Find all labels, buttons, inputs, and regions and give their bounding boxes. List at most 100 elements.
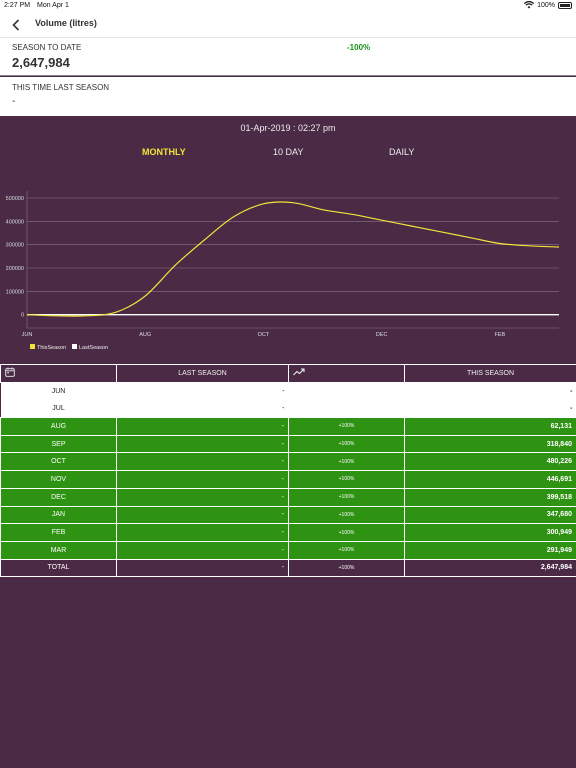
legend-label-this-season: ThisSeason <box>37 345 66 351</box>
last-season-value: - <box>12 96 16 107</box>
y-tick-label: 200000 <box>6 266 24 272</box>
x-tick-label: DEC <box>376 332 388 338</box>
this-season-cell: 62,131 <box>404 417 576 436</box>
this-season-cell: - <box>404 399 576 418</box>
this-season-header: THIS SEASON <box>404 364 576 383</box>
wifi-icon <box>524 1 535 9</box>
percent-change-cell <box>288 382 405 400</box>
last-season-label: THIS TIME LAST SEASON <box>12 83 110 92</box>
table-row: SEP - +100% 318,840 <box>0 434 576 454</box>
this-season-cell: 399,518 <box>404 487 576 507</box>
table-row: NOV - +100% 446,691 <box>0 470 576 489</box>
season-to-date-label: SEASON TO DATE <box>12 43 82 52</box>
table-row: FEB - +100% 300,949 <box>0 523 576 542</box>
this-season-cell: 2,647,984 <box>404 558 576 578</box>
nav-bar: Volume (litres) <box>0 12 576 38</box>
monthly-table: LAST SEASON THIS SEASON JUN - - JUL - - AUG - +1… <box>0 364 576 578</box>
table-row: DEC - +100% 399,518 <box>0 487 576 507</box>
page-title: Volume (litres) <box>35 18 97 28</box>
y-tick-label: 300000 <box>6 243 24 249</box>
table-row: MAR - +100% 291,949 <box>0 540 576 560</box>
last-season-cell: - <box>116 382 289 400</box>
month-cell: JUL <box>0 399 117 418</box>
season-change-percent: -100% <box>347 43 371 52</box>
tab-monthly[interactable]: MONTHLY <box>142 147 186 157</box>
y-tick-label: 500000 <box>6 196 24 202</box>
x-tick-label: AUG <box>139 332 151 338</box>
status-bar: 2:27 PM Mon Apr 1 100% <box>0 0 576 12</box>
table-header: LAST SEASON THIS SEASON <box>0 364 576 383</box>
chart-datetime: 01-Apr-2019 : 02:27 pm <box>240 123 336 133</box>
last-season-cell: - <box>116 417 289 436</box>
y-tick-label: 0 <box>21 313 24 319</box>
month-cell: NOV <box>0 470 117 489</box>
this-season-cell: 291,949 <box>404 540 576 560</box>
tab-10-day[interactable]: 10 DAY <box>273 147 304 157</box>
last-season-cell: - <box>116 540 289 560</box>
this-season-cell: 300,949 <box>404 523 576 542</box>
percent-change-cell: +100% <box>288 558 405 578</box>
percent-change-cell: +100% <box>288 452 405 472</box>
last-season-cell: - <box>116 452 289 472</box>
month-cell: AUG <box>0 417 117 436</box>
this-season-cell: 446,691 <box>404 470 576 489</box>
y-tick-label: 400000 <box>6 219 24 225</box>
this-season-cell: 318,840 <box>404 434 576 454</box>
percent-change-cell: +100% <box>288 434 405 454</box>
x-tick-label: FEB <box>495 332 506 338</box>
percent-change-cell: +100% <box>288 417 405 436</box>
status-time: 2:27 PM <box>4 2 31 9</box>
battery-percent: 100% <box>537 1 555 9</box>
y-tick-label: 100000 <box>6 289 24 295</box>
month-cell: JAN <box>0 505 117 525</box>
back-button[interactable] <box>7 16 25 34</box>
x-tick-label: OCT <box>258 332 270 338</box>
month-cell: JUN <box>0 382 117 400</box>
status-date: Mon Apr 1 <box>37 2 69 9</box>
last-season-header: LAST SEASON <box>116 364 289 383</box>
percent-change-cell: +100% <box>288 505 405 525</box>
last-season-cell: - <box>116 505 289 525</box>
table-row: JUL - - <box>0 399 576 418</box>
series-line-thisseason <box>26 201 560 317</box>
table-row: AUG - +100% 62,131 <box>0 417 576 436</box>
calendar-icon <box>5 367 15 378</box>
x-tick-label: JUN <box>22 332 33 338</box>
tab-daily[interactable]: DAILY <box>389 147 415 157</box>
last-season-panel: THIS TIME LAST SEASON - <box>0 77 576 116</box>
legend-swatch-this-season <box>30 344 35 349</box>
month-cell: FEB <box>0 523 117 542</box>
volume-line-chart: 0 100000 200000 300000 400000 500000 JUN AUG OC… <box>6 191 560 351</box>
month-cell: OCT <box>0 452 117 472</box>
last-season-cell: - <box>116 434 289 454</box>
season-to-date-value: 2,647,984 <box>12 55 70 70</box>
percent-change-cell <box>288 399 405 418</box>
last-season-cell: - <box>116 487 289 507</box>
last-season-cell: - <box>116 523 289 542</box>
last-season-cell: - <box>116 558 289 578</box>
table-row: JUN - - <box>0 382 576 400</box>
month-cell: TOTAL <box>0 558 117 578</box>
this-season-cell: 347,680 <box>404 505 576 525</box>
table-row: OCT - +100% 480,226 <box>0 452 576 472</box>
trend-icon <box>293 368 305 376</box>
calendar-header-cell <box>0 364 117 383</box>
chevron-left-icon <box>12 19 20 31</box>
this-season-cell: - <box>404 382 576 400</box>
battery-icon <box>558 1 572 9</box>
last-season-cell: - <box>116 470 289 489</box>
percent-change-cell: +100% <box>288 470 405 489</box>
last-season-cell: - <box>116 399 289 418</box>
table-row: JAN - +100% 347,680 <box>0 505 576 525</box>
legend-label-last-season: LastSeason <box>79 345 108 351</box>
season-to-date-panel: SEASON TO DATE 2,647,984 -100% <box>0 38 576 76</box>
month-cell: SEP <box>0 434 117 454</box>
table-row: TOTAL - +100% 2,647,984 <box>0 558 576 578</box>
percent-change-cell: +100% <box>288 523 405 542</box>
month-cell: DEC <box>0 487 117 507</box>
status-right: 100% <box>524 1 572 9</box>
percent-change-cell: +100% <box>288 487 405 507</box>
trend-header-cell <box>288 364 405 383</box>
percent-change-cell: +100% <box>288 540 405 560</box>
month-cell: MAR <box>0 540 117 560</box>
